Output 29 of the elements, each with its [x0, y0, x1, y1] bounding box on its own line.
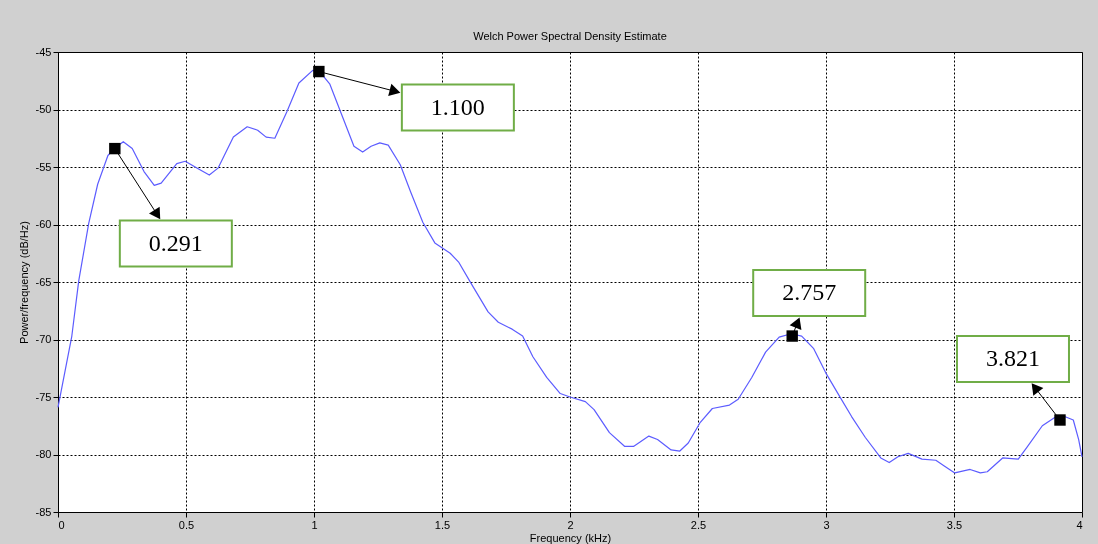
y-tick-label: -50 [35, 103, 52, 115]
point [109, 142, 121, 155]
x-tick-label: 3.5 [946, 518, 963, 531]
x-axis-title: Frequency (kHz) [529, 531, 612, 544]
x-tick-label: 0.5 [178, 518, 195, 531]
point [313, 65, 325, 78]
y-tick-label: -60 [35, 218, 52, 230]
y-tick-label: -85 [35, 505, 52, 518]
x-tick-label: 2.5 [690, 518, 707, 531]
point [786, 330, 798, 342]
x-tick-label: 1 [311, 518, 318, 531]
y-tick-label: -75 [35, 390, 52, 403]
x-tick-label: 1.5 [434, 518, 451, 531]
chart-title: Welch Power Spectral Density Estimate [473, 30, 667, 42]
x-tick-label: 3 [823, 518, 830, 531]
x-tick-label: 2 [567, 518, 574, 531]
point [1054, 414, 1066, 426]
y-tick-label: -45 [35, 45, 52, 58]
y-tick-label: -65 [35, 275, 52, 288]
annotation: 2.757 [782, 279, 837, 306]
x-tick-label: 4 [1076, 518, 1083, 531]
y-tick-label: -55 [35, 160, 52, 173]
x-tick-label: 0 [58, 518, 65, 531]
y-tick-label: -70 [35, 333, 52, 345]
annotation: 0.291 [148, 229, 203, 256]
annotation: 3.821 [985, 345, 1040, 371]
y-axis-title: Power/frequency (dB/Hz) [17, 221, 30, 344]
y-tick-label: -80 [35, 448, 52, 460]
annotation: 1.100 [430, 93, 485, 120]
